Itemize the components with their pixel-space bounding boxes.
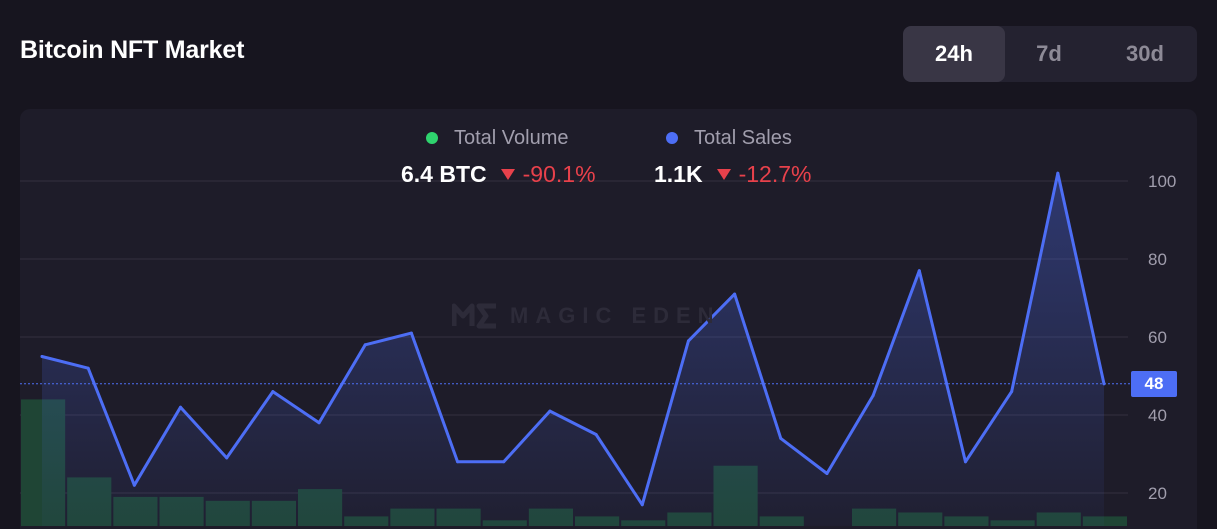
page-title: Bitcoin NFT Market [20, 36, 245, 64]
volume-bar [1082, 516, 1127, 526]
legend-total-sales[interactable]: Total Sales 1.1K -12.7% [654, 125, 811, 188]
sales-point [363, 343, 367, 347]
sales-point [686, 339, 690, 343]
sales-point [1010, 390, 1014, 394]
tab-24h[interactable]: 24h [903, 26, 1005, 82]
sales-point [594, 433, 598, 436]
y-tick-label: 20 [1148, 484, 1167, 503]
blue-dot-icon [666, 132, 678, 144]
sales-point [317, 421, 321, 425]
sales-point [825, 472, 829, 475]
sales-point [779, 436, 783, 440]
sales-point [640, 503, 644, 507]
total-sales-value: 1.1K [654, 160, 703, 187]
time-range-tabs: 24h 7d 30d [903, 26, 1197, 82]
magic-eden-logo-icon [452, 303, 496, 329]
chart-legend: Total Volume 6.4 BTC -90.1% Total Sales … [0, 125, 1217, 195]
watermark: MAGIC EDEN [452, 302, 721, 330]
tab-7d[interactable]: 7d [1036, 41, 1062, 66]
total-volume-change: -90.1% [522, 160, 596, 187]
sales-point [963, 460, 967, 464]
sales-point [548, 409, 552, 413]
sales-line [40, 171, 1106, 507]
sales-point [409, 331, 413, 335]
sales-point [225, 456, 229, 460]
sales-point [132, 483, 136, 487]
y-tick-label: 100 [1148, 172, 1176, 191]
legend-total-volume[interactable]: Total Volume 6.4 BTC -90.1% [401, 125, 596, 188]
sales-area [42, 173, 1104, 526]
total-volume-value: 6.4 BTC [401, 160, 487, 187]
sales-point [179, 405, 183, 409]
sales-point [40, 355, 44, 358]
sales-point [456, 460, 460, 464]
sales-point [917, 269, 921, 273]
sales-point [871, 394, 875, 397]
legend-volume-label: Total Volume [454, 126, 569, 149]
sales-point [86, 366, 90, 370]
total-sales-change: -12.7% [738, 160, 812, 187]
y-tick-label: 80 [1148, 250, 1167, 269]
y-tick-label: 60 [1148, 328, 1167, 347]
watermark-text: MAGIC EDEN [510, 303, 721, 328]
down-triangle-icon [500, 168, 515, 180]
sales-point [502, 460, 506, 464]
down-triangle-icon [716, 168, 731, 180]
y-tick-label: 40 [1148, 406, 1167, 425]
tab-30d[interactable]: 30d [1126, 41, 1164, 66]
sales-point [271, 390, 275, 394]
current-value-badge: 48 [1131, 371, 1177, 397]
sales-point [1102, 382, 1106, 386]
sales-point [1056, 171, 1060, 175]
legend-sales-label: Total Sales [694, 126, 792, 149]
sales-point [733, 292, 737, 296]
green-dot-icon [426, 132, 438, 144]
